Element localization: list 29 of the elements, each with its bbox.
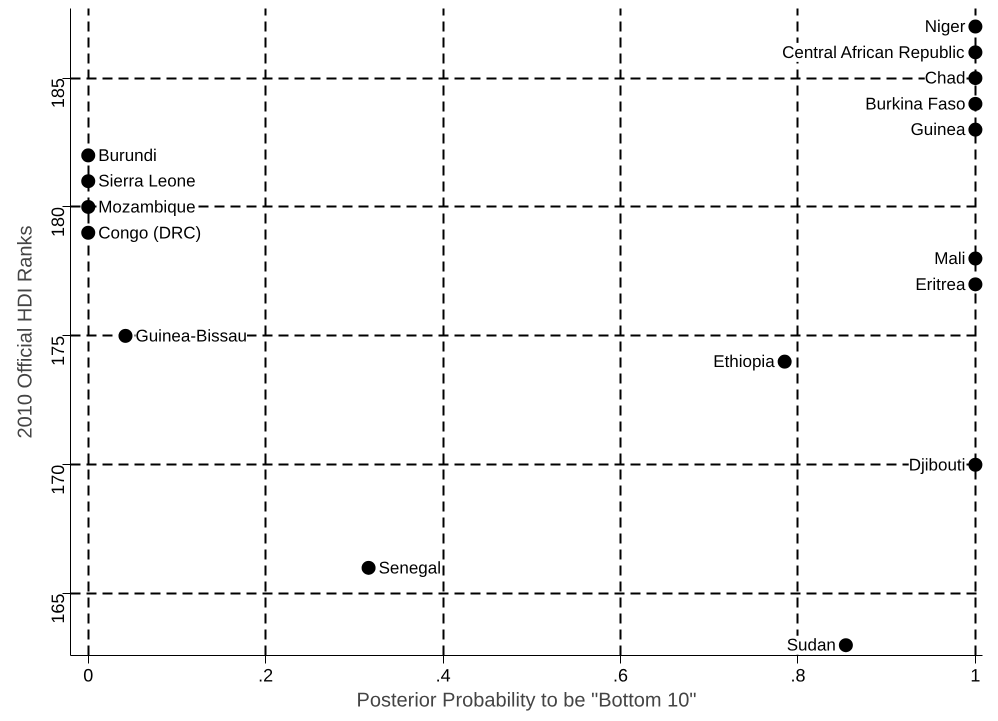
annotation: Congo (DRC) [98, 223, 202, 242]
y-tick-label: 170 [48, 464, 68, 495]
annotation: Guinea-Bissau [136, 326, 248, 346]
x-tick-label: 0 [83, 666, 94, 686]
annotation: Burkina Faso [865, 94, 966, 114]
annotation: Ethiopia [713, 352, 776, 372]
annotation: Niger [924, 17, 966, 36]
annotation: Mali [934, 249, 966, 268]
x-tick-label: .8 [790, 666, 806, 686]
y-tick-label: 175 [48, 336, 68, 366]
x-tick-label: 1 [970, 666, 980, 686]
annotation: Guinea [910, 120, 966, 140]
x-tick-label: .4 [436, 666, 451, 686]
annotation: Mozambique [98, 197, 196, 216]
annotation: Eritrea [915, 274, 966, 294]
x-tick-label: .2 [258, 666, 274, 686]
annotation: Sudan [786, 636, 836, 655]
annotation: Sierra Leone [98, 172, 196, 191]
annotation: Central African Republic [782, 42, 965, 62]
annotation: Burundi [98, 146, 157, 165]
y-tick-label: 185 [48, 78, 68, 108]
y-axis-title: 2010 Official HDI Ranks [14, 225, 36, 439]
x-tick-label: .6 [613, 666, 628, 686]
annotation: Senegal [378, 558, 441, 578]
x-axis-title: Posterior Probability to be "Bottom 10" [356, 690, 696, 712]
annotation: Chad [924, 68, 966, 88]
annotation: Djibouti [908, 455, 966, 474]
y-tick-label: 180 [48, 206, 68, 238]
y-tick-label: 165 [48, 594, 68, 624]
